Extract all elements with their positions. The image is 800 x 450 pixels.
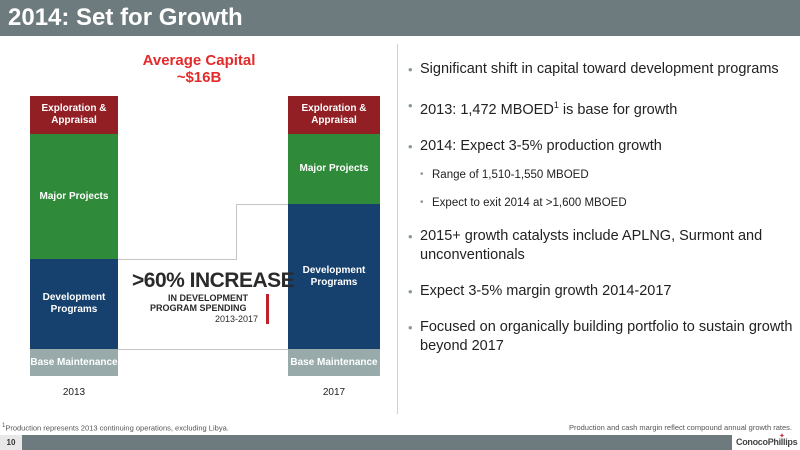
bar-2013-base-maintenance: Base Maintenance — [30, 349, 118, 376]
bullet-3: 2014: Expect 3-5% production growth — [406, 137, 796, 156]
conocophillips-logo: ConocoPhillips — [736, 437, 798, 447]
callout-line2: IN DEVELOPMENT — [168, 293, 249, 303]
chart-title: Average Capital ~$16B — [120, 52, 278, 86]
footnote-left: 1Production represents 2013 continuing o… — [2, 423, 229, 433]
bar-2017-base-maintenance: Base Maintenance — [288, 349, 380, 376]
bar-2013-major-projects: Major Projects — [30, 134, 118, 259]
connector-top — [118, 259, 236, 260]
sub-bullet-1: Range of 1,510-1,550 MBOED — [406, 168, 796, 182]
increase-callout: >60% INCREASE IN DEVELOPMENT PROGRAM SPE… — [124, 263, 295, 333]
bar-2017-major-projects: Major Projects — [288, 134, 380, 204]
footnote-right: Production and cash margin reflect compo… — [568, 423, 792, 432]
callout-years: 2013-2017 — [215, 314, 259, 324]
year-label-2013: 2013 — [62, 387, 86, 398]
year-label-2017: 2017 — [322, 387, 346, 398]
bar-2013-development: Development Programs — [30, 259, 118, 349]
bar-2017-exploration: Exploration & Appraisal — [288, 96, 380, 134]
callout-line3: PROGRAM SPENDING — [150, 303, 247, 313]
bar-2017-development: Development Programs — [288, 204, 380, 349]
connector-bottom — [118, 349, 288, 350]
bullet-2-footnote-mark: 1 — [553, 100, 559, 110]
callout-accent-bar — [266, 294, 269, 324]
bullet-6: Focused on organically building portfoli… — [406, 318, 796, 356]
footer-band — [22, 435, 732, 450]
column-divider — [397, 44, 398, 414]
bullet-2: 2013: 1,472 MBOED1 is base for growth — [406, 96, 796, 120]
bar-2013-exploration: Exploration & Appraisal — [30, 96, 118, 134]
bullet-list: Significant shift in capital toward deve… — [406, 60, 796, 373]
bullet-4: 2015+ growth catalysts include APLNG, Su… — [406, 227, 796, 265]
chart-title-line2: ~$16B — [176, 69, 222, 86]
title-bar: 2014: Set for Growth — [0, 0, 800, 36]
page-number: 10 — [0, 435, 22, 450]
chart-title-line1: Average Capital — [142, 52, 256, 69]
sub-bullet-2: Expect to exit 2014 at >1,600 MBOED — [406, 196, 796, 210]
bullet-1: Significant shift in capital toward deve… — [406, 60, 796, 79]
slide-title: 2014: Set for Growth — [8, 4, 243, 31]
connector-top-rise — [236, 204, 289, 260]
callout-headline: >60% INCREASE — [132, 269, 295, 292]
logo-mark-icon: ✦ — [779, 433, 785, 440]
bullet-5: Expect 3-5% margin growth 2014-2017 — [406, 282, 796, 301]
